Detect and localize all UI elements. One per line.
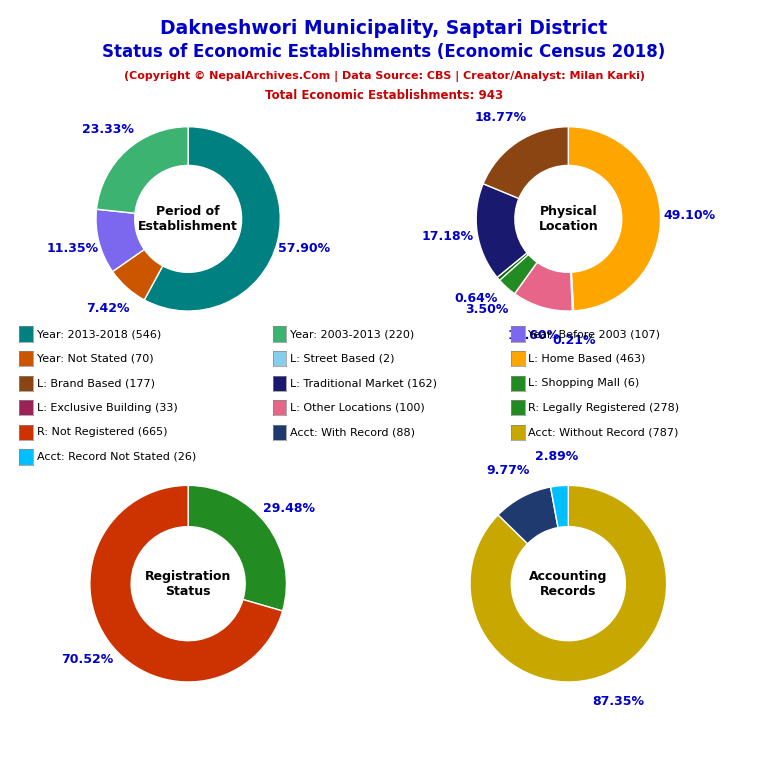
Text: 23.33%: 23.33% (82, 124, 134, 137)
Text: Registration
Status: Registration Status (145, 570, 231, 598)
Wedge shape (144, 127, 280, 311)
Text: 29.48%: 29.48% (263, 502, 315, 515)
Wedge shape (499, 254, 537, 293)
Text: 0.64%: 0.64% (454, 292, 498, 304)
Wedge shape (90, 485, 283, 682)
Text: 11.35%: 11.35% (46, 242, 98, 255)
Text: L: Street Based (2): L: Street Based (2) (290, 353, 395, 364)
Text: 9.77%: 9.77% (487, 465, 530, 478)
Text: L: Traditional Market (162): L: Traditional Market (162) (290, 378, 437, 389)
Wedge shape (96, 209, 144, 272)
Text: 18.77%: 18.77% (475, 111, 527, 124)
Wedge shape (483, 127, 568, 198)
Text: L: Shopping Mall (6): L: Shopping Mall (6) (528, 378, 640, 389)
Text: 49.10%: 49.10% (664, 209, 716, 222)
Text: 87.35%: 87.35% (592, 695, 644, 708)
Text: 3.50%: 3.50% (465, 303, 508, 316)
Text: Year: Not Stated (70): Year: Not Stated (70) (37, 353, 154, 364)
Text: Physical
Location: Physical Location (538, 205, 598, 233)
Text: Acct: With Record (88): Acct: With Record (88) (290, 427, 415, 438)
Text: Status of Economic Establishments (Economic Census 2018): Status of Economic Establishments (Econo… (102, 43, 666, 61)
Text: (Copyright © NepalArchives.Com | Data Source: CBS | Creator/Analyst: Milan Karki: (Copyright © NepalArchives.Com | Data So… (124, 71, 644, 81)
Text: Accounting
Records: Accounting Records (529, 570, 607, 598)
Text: R: Not Registered (665): R: Not Registered (665) (37, 427, 167, 438)
Wedge shape (497, 253, 528, 280)
Text: Year: 2003-2013 (220): Year: 2003-2013 (220) (290, 329, 415, 339)
Wedge shape (568, 127, 660, 311)
Wedge shape (476, 184, 527, 277)
Wedge shape (97, 127, 188, 214)
Text: Total Economic Establishments: 943: Total Economic Establishments: 943 (265, 89, 503, 102)
Text: 17.18%: 17.18% (422, 230, 474, 243)
Text: L: Brand Based (177): L: Brand Based (177) (37, 378, 155, 389)
Text: L: Other Locations (100): L: Other Locations (100) (290, 402, 425, 413)
Text: Year: 2013-2018 (546): Year: 2013-2018 (546) (37, 329, 161, 339)
Text: Acct: Record Not Stated (26): Acct: Record Not Stated (26) (37, 452, 196, 462)
Wedge shape (470, 485, 667, 682)
Wedge shape (498, 487, 558, 544)
Text: Dakneshwori Municipality, Saptari District: Dakneshwori Municipality, Saptari Distri… (161, 19, 607, 38)
Text: 7.42%: 7.42% (87, 302, 130, 315)
Text: L: Home Based (463): L: Home Based (463) (528, 353, 646, 364)
Wedge shape (113, 250, 163, 300)
Text: 57.90%: 57.90% (278, 242, 330, 255)
Text: Period of
Establishment: Period of Establishment (138, 205, 238, 233)
Wedge shape (571, 272, 574, 311)
Text: Acct: Without Record (787): Acct: Without Record (787) (528, 427, 679, 438)
Wedge shape (515, 263, 572, 311)
Text: R: Legally Registered (278): R: Legally Registered (278) (528, 402, 680, 413)
Text: L: Exclusive Building (33): L: Exclusive Building (33) (37, 402, 177, 413)
Text: 10.60%: 10.60% (508, 329, 560, 342)
Wedge shape (188, 485, 286, 611)
Text: 2.89%: 2.89% (535, 450, 578, 463)
Text: 0.21%: 0.21% (553, 334, 596, 347)
Text: Year: Before 2003 (107): Year: Before 2003 (107) (528, 329, 660, 339)
Wedge shape (551, 485, 568, 528)
Text: 70.52%: 70.52% (61, 653, 114, 666)
